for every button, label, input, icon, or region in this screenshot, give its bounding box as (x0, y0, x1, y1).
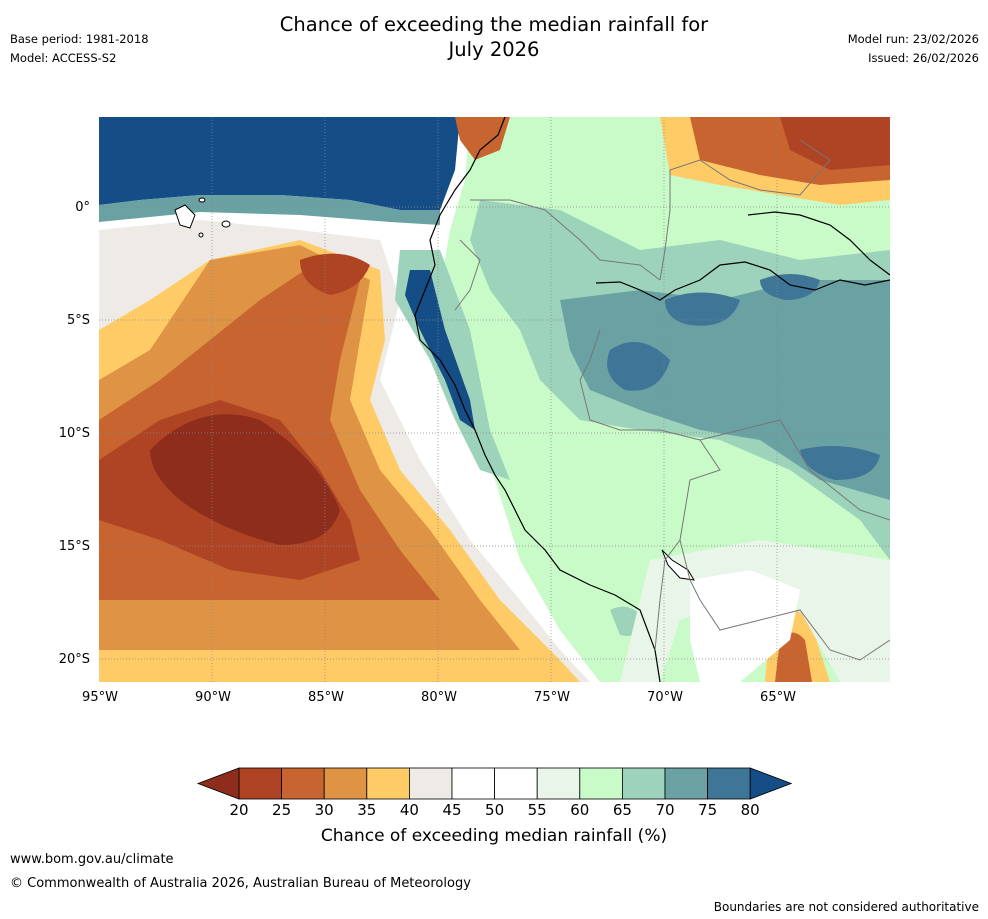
colorbar-band-25 (281, 767, 325, 800)
ocean-deep-patch (300, 253, 370, 295)
colorbar-band-35 (366, 767, 410, 800)
chart-title: Chance of exceeding the median rainfall … (0, 12, 988, 62)
map-fill (99, 117, 890, 682)
colorbar-below-arrow (196, 767, 240, 800)
colorbar-tick-20: 20 (229, 801, 249, 819)
website-url[interactable]: www.bom.gov.au/climate (10, 852, 174, 867)
lat-label-5s: 5°S (66, 313, 90, 328)
land-darkteal-region (560, 280, 890, 500)
colorbar-band-40 (408, 767, 453, 800)
ocean-deepest (150, 414, 340, 545)
colorbar-tick-45: 45 (442, 801, 462, 819)
base-period-text: Base period: 1981-2018 (10, 32, 149, 46)
colorbar-tick-35: 35 (357, 801, 377, 819)
colorbar-band-70 (664, 767, 708, 800)
amazon-river (595, 261, 890, 301)
title-line-1: Chance of exceeding the median rainfall … (279, 13, 709, 36)
lon-label-75w: 75°W (534, 690, 570, 705)
ne-darkbrown (780, 117, 890, 170)
colorbar-tick-80: 80 (740, 801, 760, 819)
colorbar-tick-30: 30 (314, 801, 334, 819)
disclaimer-text: Boundaries are not considered authoritat… (713, 900, 979, 914)
colorbar-tick-65: 65 (612, 801, 632, 819)
se-brown (775, 632, 812, 682)
copyright-text: © Commonwealth of Australia 2026, Austra… (10, 876, 471, 891)
land-blue-patch-4 (800, 446, 880, 480)
title-line-2: July 2026 (448, 38, 540, 61)
issued-text: Issued: 26/02/2026 (868, 51, 979, 65)
lat-label-10s: 10°S (58, 426, 90, 441)
colorbar-band-20 (238, 767, 282, 800)
lat-label-20s: 20°S (58, 652, 90, 667)
colorbar-above-arrow (749, 767, 793, 800)
nw-teal-edge (99, 195, 440, 225)
galapagos-islands (174, 197, 231, 238)
colorbar-band-75 (707, 767, 751, 800)
colorbar-band-30 (323, 767, 368, 800)
colorbar-tick-40: 40 (399, 801, 419, 819)
colorbar-band-50 (494, 767, 538, 800)
lat-label-15s: 15°S (58, 539, 90, 554)
colorbar-tick-25: 25 (272, 801, 292, 819)
colorbar-tick-50: 50 (485, 801, 505, 819)
lake-titicaca (661, 549, 695, 581)
lon-label-90w: 90°W (195, 690, 231, 705)
nw-dark-blue (99, 117, 460, 210)
lat-label-0: 0° (75, 200, 90, 215)
colorbar-tick-60: 60 (570, 801, 590, 819)
land-blue-patch-2 (665, 292, 740, 326)
lon-label-80w: 80°W (421, 690, 457, 705)
colorbar-tick-75: 75 (698, 801, 718, 819)
colorbar-band-65 (622, 767, 666, 800)
land-blue-patch (607, 342, 670, 391)
lon-label-70w: 70°W (647, 690, 683, 705)
colorbar-band-55 (536, 767, 581, 800)
land-white-s2 (690, 570, 800, 682)
lon-label-85w: 85°W (308, 690, 344, 705)
lon-label-95w: 95°W (82, 690, 118, 705)
n-coast-orange (455, 117, 510, 160)
graticule (99, 117, 890, 682)
colorbar-tick-55: 55 (527, 801, 547, 819)
colorbar-label: Chance of exceeding median rainfall (%) (320, 826, 668, 846)
colorbar (196, 767, 793, 800)
colorbar-tick-70: 70 (655, 801, 675, 819)
model-text: Model: ACCESS-S2 (10, 51, 117, 65)
colorbar-band-45 (451, 767, 495, 800)
land-blue-patch-3 (760, 274, 820, 300)
coastline (414, 117, 661, 682)
colorbar-band-60 (579, 767, 623, 800)
rio-negro (747, 211, 890, 276)
lon-label-65w: 65°W (760, 690, 796, 705)
model-run-text: Model run: 23/02/2026 (847, 32, 979, 46)
country-borders (454, 139, 890, 661)
